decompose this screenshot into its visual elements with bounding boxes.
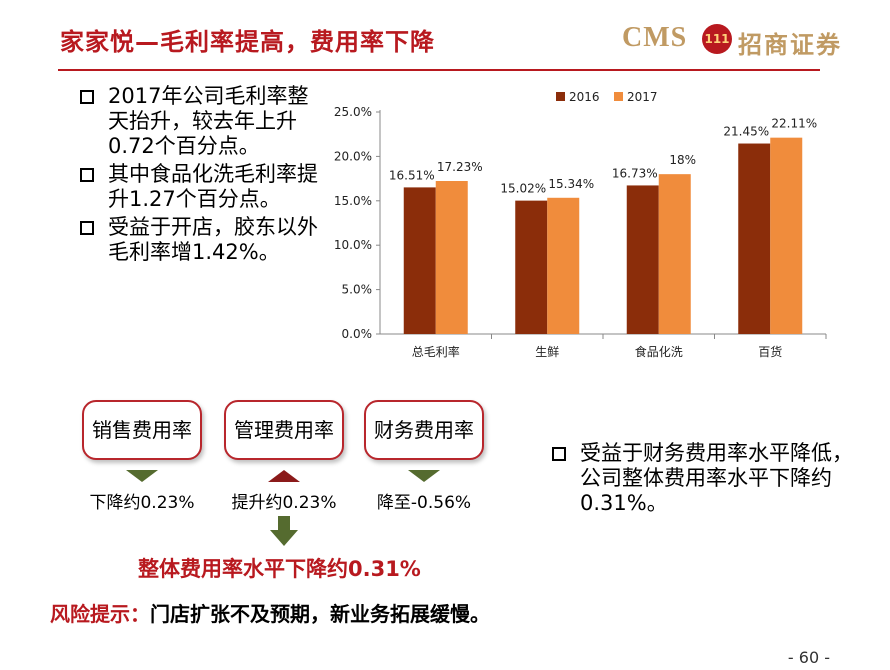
sales-fee-box: 销售费用率 (82, 400, 202, 460)
data-label: 22.11% (771, 117, 817, 131)
data-label: 21.45% (723, 125, 769, 139)
x-tick-label: 生鲜 (535, 345, 559, 359)
bullet-finance-fee: 受益于财务费用率水平降低，公司整体费用率水平下降约0.31%。 (552, 441, 870, 516)
bullet-store-margin: 受益于开店，胶东以外毛利率增1.42%。 (80, 215, 320, 265)
finance-fee-box: 财务费用率 (364, 400, 484, 460)
bullet-text: 其中食品化洗毛利率提升1.27个百分点。 (108, 162, 318, 211)
square-bullet-icon (80, 221, 94, 235)
risk-warning: 风险提示：门店扩张不及预期，新业务拓展缓慢。 (50, 598, 490, 627)
x-tick-label: 食品化洗 (635, 344, 683, 359)
legend-swatch-2017 (614, 92, 623, 101)
y-tick-label: 0.0% (342, 327, 373, 341)
bar-2016 (626, 185, 659, 334)
big-down-arrow-icon (270, 516, 298, 546)
legend-label: 2017 (627, 90, 658, 104)
y-tick-label: 20.0% (334, 149, 372, 163)
gross-margin-bar-chart: 0.0% 5.0% 10.0% 15.0% 20.0% 25.0% 总毛利率 16.51%17… (334, 90, 827, 359)
logo-cms-text: CMS (622, 22, 688, 53)
up-arrow-icon (268, 470, 300, 482)
left-bullet-list: 2017年公司毛利率整天抬升，较去年上升0.72个百分点。 其中食品化洗毛利率提… (80, 84, 320, 268)
data-label: 16.51% (389, 168, 435, 182)
down-arrow-icon (126, 470, 158, 482)
sales-fee-change: 下降约0.23% (89, 493, 195, 513)
brand-logo: CMS 111 招商证券 (622, 20, 862, 60)
y-tick-label: 5.0% (342, 283, 373, 297)
logo-chinese-text: 招商证券 (738, 30, 842, 59)
square-bullet-icon (552, 447, 566, 461)
square-bullet-icon (80, 168, 94, 182)
page-number: - 60 - (787, 648, 830, 667)
bar-2017 (658, 174, 691, 334)
data-label: 15.34% (548, 177, 594, 191)
legend-label: 2016 (569, 90, 600, 104)
bullet-food-margin: 其中食品化洗毛利率提升1.27个百分点。 (80, 162, 320, 212)
bullet-text: 2017年公司毛利率整天抬升，较去年上升0.72个百分点。 (108, 84, 309, 158)
bar-2017 (770, 137, 803, 334)
risk-label: 风险提示： (50, 602, 150, 626)
title-divider (58, 69, 820, 71)
risk-text: 门店扩张不及预期，新业务拓展缓慢。 (150, 602, 490, 626)
bar-2017 (547, 197, 580, 334)
finance-fee-change: 降至-0.56% (376, 493, 472, 513)
bullet-text: 受益于开店，胶东以外毛利率增1.42%。 (108, 215, 318, 264)
square-bullet-icon (80, 90, 94, 104)
x-tick-label: 总毛利率 (412, 344, 460, 359)
admin-fee-box: 管理费用率 (224, 400, 344, 460)
y-tick-label: 10.0% (334, 238, 372, 252)
data-label: 18% (669, 153, 696, 167)
bullet-text: 受益于财务费用率水平降低，公司整体费用率水平下降约0.31%。 (580, 441, 853, 515)
data-label: 15.02% (500, 182, 546, 196)
bar-2016 (515, 200, 548, 334)
bar-2017 (435, 180, 468, 334)
overall-fee-change: 整体费用率水平下降约0.31% (138, 557, 421, 581)
admin-fee-change: 提升约0.23% (231, 493, 337, 513)
y-tick-label: 25.0% (334, 105, 372, 119)
x-tick-label: 百货 (758, 344, 782, 359)
data-label: 16.73% (612, 166, 658, 180)
legend-swatch-2016 (556, 92, 565, 101)
logo-seal-icon: 111 (702, 24, 732, 54)
data-label: 17.23% (437, 160, 483, 174)
down-arrow-icon (408, 470, 440, 482)
bar-2016 (738, 143, 771, 334)
bullet-gross-margin: 2017年公司毛利率整天抬升，较去年上升0.72个百分点。 (80, 84, 320, 159)
y-tick-label: 15.0% (334, 194, 372, 208)
bar-2016 (403, 187, 436, 334)
slide-title: 家家悦—毛利率提高，费用率下降 (60, 28, 435, 56)
